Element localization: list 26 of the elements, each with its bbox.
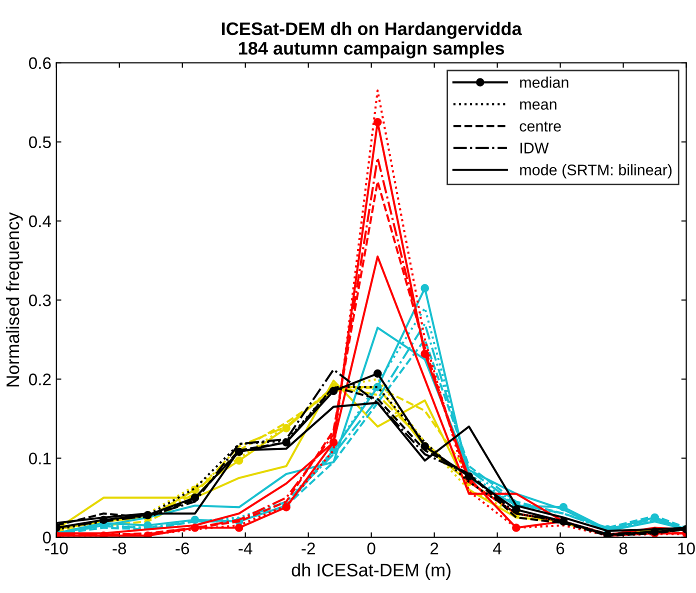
x-tick-label: 4	[493, 542, 502, 554]
y-tick-label: 0.2	[29, 374, 51, 386]
x-tick-label: -8	[112, 542, 126, 554]
x-tick-label: -6	[176, 542, 190, 554]
x-tick-label: 2	[430, 542, 438, 554]
x-tick-label: -2	[302, 542, 315, 554]
x-axis-title: dh ICESat-DEM (m)	[292, 563, 450, 580]
y-tick-label: 0.5	[29, 136, 51, 148]
x-tick-label: -4	[238, 542, 252, 554]
chart-title: ICESat-DEM dh on Hardangervidda 184 autumn campaign samples	[222, 22, 522, 58]
x-tick-label: 0	[367, 542, 376, 554]
legend-label: median	[520, 76, 568, 88]
y-axis-title: Normalised frequency	[6, 212, 23, 386]
x-tick-label: 10	[678, 542, 695, 554]
legend-label: mode (SRTM: bilinear)	[520, 164, 672, 178]
y-tick-label: 0	[42, 532, 51, 544]
y-tick-label: 0.1	[29, 452, 51, 464]
legend-label: mean	[520, 101, 556, 110]
y-tick-label: 0.3	[29, 294, 51, 306]
legend-label: IDW	[520, 142, 549, 154]
x-tick-label: -10	[45, 542, 68, 554]
y-tick-label: 0.4	[29, 215, 52, 228]
x-tick-label: 6	[556, 542, 564, 554]
x-tick-label: 8	[619, 542, 628, 554]
legend-label: centre	[520, 122, 561, 132]
y-tick-label: 0.6	[29, 57, 51, 70]
